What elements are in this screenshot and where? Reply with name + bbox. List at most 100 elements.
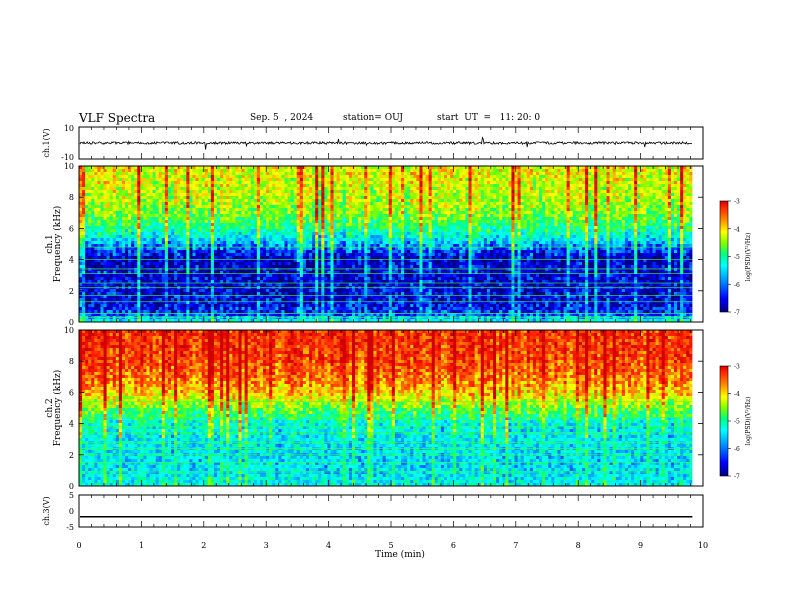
ch1-spectrogram-cell [361, 202, 364, 205]
ch1-spectrogram-cell [539, 169, 542, 172]
ch1-spectrogram-cell [110, 232, 113, 235]
ch1-spectrogram-cell [490, 232, 493, 235]
ch1-spectrogram-cell [251, 229, 254, 232]
ch1-spectrogram-cell [518, 232, 521, 235]
ch1-spectrogram-cell [162, 196, 165, 199]
ch1-spectrogram-cell [232, 220, 235, 223]
ch1-spectrogram-cell [355, 238, 358, 241]
ch1-spectrogram-cell [162, 187, 165, 190]
ch1-spectrogram-cell [97, 202, 100, 205]
ch1-spectrogram-cell [570, 169, 573, 172]
ch1-spectrogram-cell [232, 184, 235, 187]
ch1-spectrogram-cell [557, 196, 560, 199]
ch1-spectrogram-cell [686, 205, 689, 208]
ch1-spectrogram-cell [619, 196, 622, 199]
ch1-spectrogram-cell [579, 184, 582, 187]
ch1-spectrogram-cell [459, 205, 462, 208]
ch1-spectrogram-cell [134, 214, 137, 217]
ch1-spectrogram-cell [150, 172, 153, 175]
ch1-spectrogram-cell [588, 190, 591, 193]
ch1-spectrogram-cell [177, 184, 180, 187]
ch1-spectrogram-cell [373, 235, 376, 238]
ch1-spectrogram-cell [334, 202, 337, 205]
ch1-spectrogram-cell [521, 217, 524, 220]
ch1-spectrogram-cell [527, 229, 530, 232]
ch1-spectrogram-cell [245, 178, 248, 181]
ch1-spectrogram-cell [196, 181, 199, 184]
ch1-spectrogram-cell [196, 217, 199, 220]
ch1-spectrogram-cell [662, 223, 665, 226]
ch1-spectrogram-cell [377, 190, 380, 193]
ch1-spectrogram-cell [502, 184, 505, 187]
ch1-spectrogram-cell [165, 202, 168, 205]
ch1-spectrogram-cell [610, 211, 613, 214]
ch1-spectrogram-cell [217, 220, 220, 223]
ch1-spectrogram-cell [294, 190, 297, 193]
ch1-spectrogram-cell [649, 202, 652, 205]
ch1-spectrogram-cell [275, 202, 278, 205]
ch1-spectrogram-cell [254, 196, 257, 199]
ch1-spectrogram-cell [150, 187, 153, 190]
ch1-spectrogram-cell [426, 205, 429, 208]
ch1-spectrogram-cell [91, 220, 94, 223]
ch1-spectrogram-cell [364, 184, 367, 187]
ch1-spectrogram-cell [373, 214, 376, 217]
ch1-spectrogram-cell [521, 187, 524, 190]
ch1-spectrogram-cell [631, 211, 634, 214]
ch1-spectrogram-cell [364, 172, 367, 175]
ch1-spectrogram-cell [683, 220, 686, 223]
ch1-spectrogram-cell [567, 211, 570, 214]
ch1-spectrogram-cell [548, 205, 551, 208]
ch1-spectrogram-cell [622, 178, 625, 181]
ch1-spectrogram-cell [143, 166, 146, 169]
ch1-spectrogram-cell [567, 238, 570, 241]
ch1-spectrogram-cell [137, 229, 140, 232]
ch1-spectrogram-cell [631, 217, 634, 220]
ch1-spectrogram-cell [119, 232, 122, 235]
ch1-spectrogram-cell [235, 235, 238, 238]
ch1-spectrogram-cell [110, 178, 113, 181]
ch1-spectrogram-cell [628, 184, 631, 187]
ch1-spectrogram-cell [410, 166, 413, 169]
ch1-spectrogram-cell [441, 193, 444, 196]
ch1-spectrogram-cell [545, 229, 548, 232]
ch1-spectrogram-cell [245, 199, 248, 202]
ch1-spectrogram-cell [349, 166, 352, 169]
ch1-spectrogram-cell [613, 202, 616, 205]
ch1-spectrogram-cell [79, 178, 82, 181]
ch1-spectrogram-cell [570, 193, 573, 196]
ch1-spectrogram-cell [582, 232, 585, 235]
ch1-spectrogram-cell [226, 223, 229, 226]
ch1-spectrogram-cell [524, 217, 527, 220]
ch1-spectrogram-cell [594, 223, 597, 226]
ch1-spectrogram-cell [312, 187, 315, 190]
ch1-spectrogram-cell [410, 178, 413, 181]
ch1-spectrogram-cell [116, 196, 119, 199]
ch1-spectrogram-cell [478, 232, 481, 235]
ch1-spectrogram-cell [140, 193, 143, 196]
ch1-spectrogram-cell [564, 184, 567, 187]
ch1-spectrogram-cell [502, 181, 505, 184]
ch1-spectrogram-cell [392, 184, 395, 187]
ch1-spectrogram-cell [653, 220, 656, 223]
ch1-spectrogram-cell [674, 223, 677, 226]
ch1-spectrogram-cell [631, 235, 634, 238]
ch1-spectrogram-cell [631, 190, 634, 193]
ch1-spectrogram-cell [659, 214, 662, 217]
ch1-spectrogram-cell [238, 181, 241, 184]
ch1-spectrogram-cell [511, 193, 514, 196]
ch1-spectrogram-cell [628, 172, 631, 175]
ch1-spectrogram-cell [208, 217, 211, 220]
ch1-spectrogram-cell [582, 238, 585, 241]
ch1-spectrogram-cell [217, 166, 220, 169]
ch1-spectrogram-cell [377, 232, 380, 235]
ch1-spectrogram-cell [561, 187, 564, 190]
ch1-spectrogram-cell [671, 187, 674, 190]
ch1-spectrogram-cell [438, 175, 441, 178]
ch1-spectrogram-cell [423, 187, 426, 190]
ch1-spectrogram-cell [674, 166, 677, 169]
ch1-spectrogram-cell [153, 187, 156, 190]
ch1-spectrogram-cell [441, 229, 444, 232]
ch1-spectrogram-cell [266, 220, 269, 223]
ch1-spectrogram-cell [140, 232, 143, 235]
